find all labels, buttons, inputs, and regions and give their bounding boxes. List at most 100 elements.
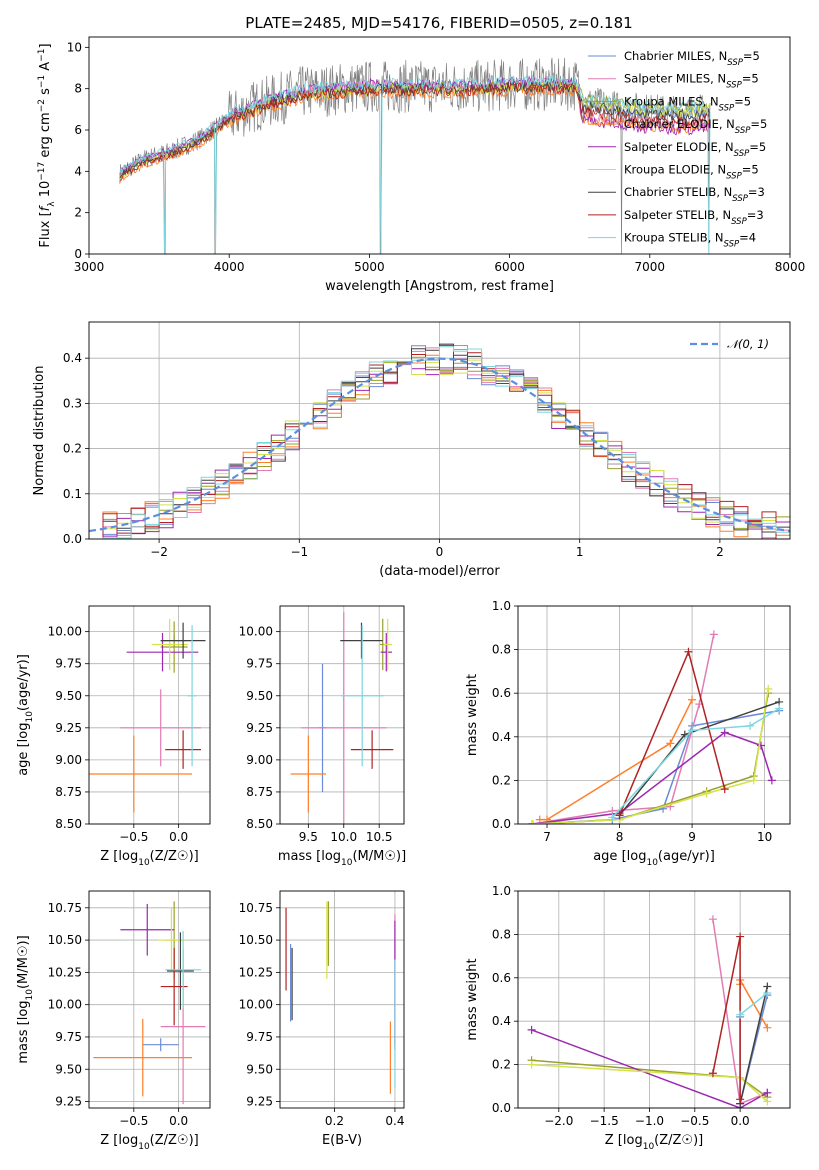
y-tick-label: 10 <box>67 40 82 54</box>
mass-weight-line <box>611 707 780 819</box>
residual-histogram <box>89 346 790 539</box>
x-tick-label: 8 <box>616 830 624 844</box>
y-tick-label: 10.00 <box>48 998 82 1012</box>
y-tick-label: 0.6 <box>492 686 511 700</box>
y-tick-label: 0.4 <box>492 1014 511 1028</box>
mass-weight-marker <box>708 915 717 924</box>
mass-weight-marker <box>720 785 729 794</box>
axes-frame <box>279 605 405 825</box>
mass-weight-marker <box>720 728 729 737</box>
panels: 3000 4000 5000 6000 7000 80000246810wavelengt… <box>16 36 806 1152</box>
y-tick-label: 0.8 <box>492 643 511 657</box>
x-tick-label: 10 <box>757 830 772 844</box>
axes-frame <box>279 890 405 1109</box>
x-tick-label: 0.4 <box>385 1114 404 1128</box>
x-tick-label: 6000 <box>494 260 525 274</box>
x-tick-label: −2 <box>150 545 168 559</box>
plot-area <box>527 915 772 1108</box>
y-axis-label: Normed distribution <box>32 366 47 496</box>
y-tick-label: 9.50 <box>55 1062 82 1076</box>
y-tick-label: 8 <box>74 82 82 96</box>
x-tick-label: 4000 <box>214 260 245 274</box>
y-tick-label: 9.25 <box>246 721 273 735</box>
mass-weight-marker <box>756 741 765 750</box>
mass-weight-marker <box>527 1060 536 1069</box>
y-tick-label: 0.4 <box>63 351 82 365</box>
x-tick-label: 9 <box>688 830 696 844</box>
y-tick-label: 9.50 <box>55 689 82 703</box>
normal-reference-curve <box>89 357 790 533</box>
x-axis-label: mass [log10(M/M☉)] <box>278 849 406 868</box>
y-tick-label: 8.75 <box>246 785 273 799</box>
mass-weight-marker <box>736 1095 745 1104</box>
legend-label: Kroupa STELIB, NSSP=4 <box>624 231 756 250</box>
mass-weight-marker <box>767 776 776 785</box>
y-tick-label: 0.8 <box>492 927 511 941</box>
x-tick-label: −0.5 <box>680 1114 709 1128</box>
y-tick-label: 10.50 <box>239 933 273 947</box>
mass-weight-marker <box>775 704 784 713</box>
mass-weight-marker <box>736 932 745 941</box>
age-vs-mass-panel: 9.5 10.0 10.5 8.50 8.75 9.00 9.25 9.50 9.75 10.00… <box>239 605 406 868</box>
y-tick-label: 0.0 <box>63 532 82 546</box>
plot-area <box>89 343 790 539</box>
x-tick-label: 8000 <box>775 260 806 274</box>
mass-weight-marker <box>528 820 537 824</box>
x-tick-label: 0.2 <box>325 1114 344 1128</box>
y-axis-label: mass [log10(M/M☉)] <box>16 935 35 1063</box>
y-axis-label: mass weight <box>465 958 480 1040</box>
y-tick-label: 10.75 <box>48 901 82 915</box>
x-axis-label: (data-model)/error <box>379 564 500 579</box>
mass-weight-marker <box>608 813 617 822</box>
x-tick-label: 7 <box>543 830 551 844</box>
x-tick-label: −1.5 <box>590 1114 619 1128</box>
mass-weight-vs-age-panel: 7 8 9 10 0.0 0.2 0.4 0.6 0.8 1.0 age [log10(age/yr… <box>465 599 791 868</box>
mass-weight-vs-Z-panel: −2.0 −1.5 −1.0 −0.5 0.0 0.0 0.2 0.4 0.6 0.8 1.0 Z [… <box>465 884 791 1152</box>
y-tick-label: 9.25 <box>55 1095 82 1109</box>
mass-weight-marker <box>615 811 624 820</box>
y-tick-label: 0 <box>74 247 82 261</box>
axes-frame <box>517 890 791 1109</box>
y-tick-label: 9.50 <box>246 689 273 703</box>
y-tick-label: 8.75 <box>55 785 82 799</box>
mass-weight-marker <box>666 739 675 748</box>
axes-frame <box>88 890 211 1109</box>
axes-frame <box>517 605 791 825</box>
y-tick-label: 9.00 <box>246 753 273 767</box>
x-axis-label: Z [log10(Z/Z☉)] <box>100 1133 198 1152</box>
plot-area <box>528 630 784 824</box>
y-axis-label: Flux [fλ 10−17 erg cm−2 s−1 A−1] <box>37 43 57 247</box>
mass-weight-marker <box>749 776 758 785</box>
mass-weight-marker <box>763 1097 772 1106</box>
mass-weight-line <box>532 634 715 824</box>
mass-weight-marker <box>746 721 755 730</box>
y-tick-label: 9.75 <box>246 1030 273 1044</box>
y-tick-label: 8.50 <box>55 817 82 831</box>
x-tick-label: −1.0 <box>635 1114 664 1128</box>
legend-label: Kroupa ELODIE, NSSP=5 <box>624 163 759 182</box>
x-tick-label: 10.5 <box>366 830 393 844</box>
mass-weight-line <box>739 986 769 1104</box>
y-tick-label: 0.4 <box>492 730 511 744</box>
y-tick-label: 0.0 <box>492 817 511 831</box>
x-tick-label: 3000 <box>74 260 105 274</box>
mass-weight-marker <box>763 988 772 997</box>
y-tick-label: 9.25 <box>55 721 82 735</box>
y-tick-label: 1.0 <box>492 599 511 613</box>
y-tick-label: 0.2 <box>492 773 511 787</box>
x-axis-label: Z [log10(Z/Z☉)] <box>100 849 198 868</box>
y-tick-label: 0.6 <box>492 971 511 985</box>
age-vs-Z-panel: −0.5 0.0 8.50 8.75 9.00 9.25 9.50 9.75 10.00 Z [l… <box>16 605 211 868</box>
mass-weight-line <box>539 699 693 821</box>
y-tick-label: 8.50 <box>246 817 273 831</box>
residuals-panel: −2 −1 0 1 2 0.0 0.1 0.2 0.3 0.4 (data-model)/error… <box>32 321 791 579</box>
axes-frame <box>88 36 791 255</box>
mass-weight-marker <box>736 1010 745 1019</box>
x-tick-label: 7000 <box>635 260 666 274</box>
mass-weight-line <box>531 1029 768 1108</box>
x-tick-label: 0 <box>436 545 444 559</box>
mass-weight-marker <box>763 1023 772 1032</box>
mass-vs-EBV-panel: 0.2 0.4 9.25 9.50 9.75 10.00 10.25 10.50 10.75 E(… <box>239 890 405 1148</box>
y-tick-label: 9.75 <box>55 1030 82 1044</box>
x-tick-label: 0.0 <box>731 1114 750 1128</box>
